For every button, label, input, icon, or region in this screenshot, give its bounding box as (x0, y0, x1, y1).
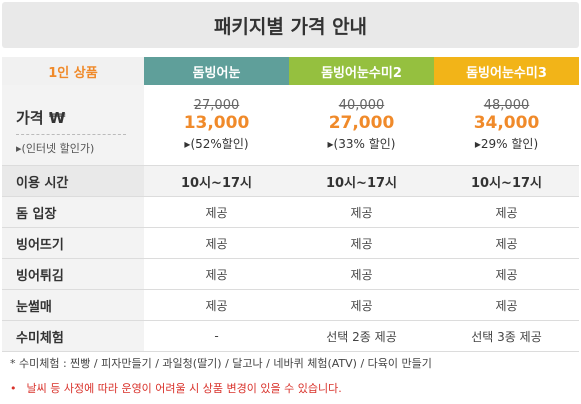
price-cell-1: 27,000 13,000 ▸(52%할인) (144, 85, 289, 166)
table-row-sumi-experience: 수미체험 - 선택 2종 제공 선택 3종 제공 (2, 320, 579, 352)
row-value: - (144, 320, 289, 352)
price-row: 가격 ₩ ▸(인터넷 할인가) 27,000 13,000 ▸(52%할인) 4… (2, 85, 579, 166)
warning-text: 날씨 등 사정에 따라 운영이 어려울 시 상품 변경이 있을 수 있습니다. (26, 382, 342, 395)
package-header-2: 돔빙어눈수미2 (289, 57, 434, 85)
page-title: 패키지별 가격 안내 (2, 2, 579, 48)
original-price: 48,000 (483, 97, 530, 113)
original-price: 27,000 (193, 97, 240, 113)
row-value: 제공 (289, 227, 434, 259)
row-value: 제공 (144, 227, 289, 259)
table-header-row: 1인 상품 돔빙어눈 돔빙어눈수미2 돔빙어눈수미3 (2, 57, 579, 85)
row-value: 제공 (289, 258, 434, 290)
row-value: 제공 (434, 289, 579, 321)
row-value: 제공 (434, 196, 579, 228)
sale-price: 34,000 (473, 112, 540, 133)
price-sub-label: ▸(인터넷 할인가) (16, 142, 95, 155)
row-label: 눈썰매 (2, 289, 144, 321)
row-value: 제공 (289, 289, 434, 321)
row-value: 선택 3종 제공 (434, 320, 579, 352)
sale-price: 27,000 (328, 112, 395, 133)
warning-note: • 날씨 등 사정에 따라 운영이 어려울 시 상품 변경이 있을 수 있습니다. (10, 380, 342, 396)
table-row-smelt-fishing: 빙어뜨기 제공 제공 제공 (2, 227, 579, 259)
row-label: 수미체험 (2, 320, 144, 352)
row-value: 제공 (144, 289, 289, 321)
row-value: 제공 (289, 196, 434, 228)
table-row-snow-sled: 눈썰매 제공 제공 제공 (2, 289, 579, 321)
price-label-cell: 가격 ₩ ▸(인터넷 할인가) (2, 85, 144, 166)
bullet-icon: • (10, 382, 17, 395)
header-label: 1인 상품 (2, 57, 144, 85)
price-cell-3: 48,000 34,000 ▸29% 할인) (434, 85, 579, 166)
package-header-1: 돔빙어눈 (144, 57, 289, 85)
row-value: 10시~17시 (434, 165, 579, 197)
row-value: 제공 (144, 196, 289, 228)
price-cell-2: 40,000 27,000 ▸(33% 할인) (289, 85, 434, 166)
table-row-usage-time: 이용 시간 10시~17시 10시~17시 10시~17시 (2, 165, 579, 197)
row-label: 돔 입장 (2, 196, 144, 228)
package-price-table: 1인 상품 돔빙어눈 돔빙어눈수미2 돔빙어눈수미3 가격 ₩ ▸(인터넷 할인… (2, 57, 579, 352)
discount-rate: ▸(33% 할인) (327, 136, 396, 151)
activities-note: * 수미체험 : 찐빵 / 피자만들기 / 과일청(딸기) / 달고나 / 네바… (10, 357, 432, 370)
row-label: 이용 시간 (2, 165, 144, 197)
original-price: 40,000 (338, 97, 385, 113)
price-divider (16, 134, 126, 135)
price-label: 가격 ₩ (16, 109, 66, 127)
discount-rate: ▸29% 할인) (474, 136, 539, 151)
package-header-3: 돔빙어눈수미3 (434, 57, 579, 85)
row-value: 10시~17시 (289, 165, 434, 197)
row-value: 제공 (434, 258, 579, 290)
row-label: 빙어튀김 (2, 258, 144, 290)
row-value: 10시~17시 (144, 165, 289, 197)
row-value: 제공 (144, 258, 289, 290)
sale-price: 13,000 (183, 112, 250, 133)
row-value: 선택 2종 제공 (289, 320, 434, 352)
row-value: 제공 (434, 227, 579, 259)
table-row-dome-entry: 돔 입장 제공 제공 제공 (2, 196, 579, 228)
discount-rate: ▸(52%할인) (184, 136, 249, 151)
table-row-smelt-frying: 빙어튀김 제공 제공 제공 (2, 258, 579, 290)
row-label: 빙어뜨기 (2, 227, 144, 259)
